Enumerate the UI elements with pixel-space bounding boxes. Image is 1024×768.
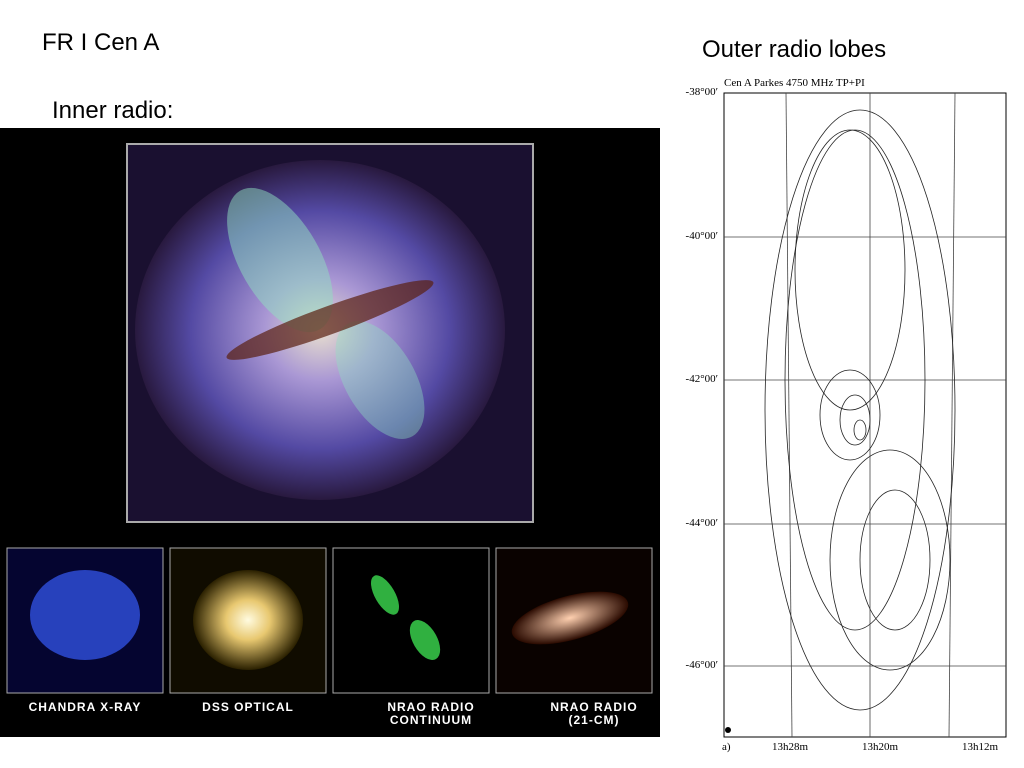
- slide-title: FR I Cen A: [42, 29, 159, 56]
- inner-radio-image: [0, 128, 660, 737]
- outer-radio-map: [723, 92, 1007, 738]
- outer-label: Outer radio lobes: [702, 36, 886, 63]
- panel-caption: DSS Optical: [202, 700, 294, 714]
- ra-label: 13h20m: [862, 741, 899, 753]
- panel-caption: Chandra X-ray: [29, 700, 142, 714]
- dec-label: -42°00′: [686, 373, 718, 385]
- panel-caption: NRAO Radio: [387, 700, 474, 714]
- dec-label: -46°00′: [686, 659, 718, 671]
- dec-label: -38°00′: [686, 86, 718, 98]
- dec-label: -40°00′: [686, 230, 718, 242]
- ra-label: 13h28m: [772, 741, 809, 753]
- dec-label: -44°00′: [686, 517, 718, 529]
- panel-caption: Continuum: [390, 713, 472, 727]
- inner-label: Inner radio:: [52, 97, 173, 124]
- panel-caption: NRAO Radio: [550, 700, 637, 714]
- map-title: Cen A Parkes 4750 MHz TP+PI: [724, 77, 865, 89]
- panel-caption: (21-cm): [569, 713, 620, 727]
- panel-letter: a): [722, 741, 731, 753]
- ra-label: 13h12m: [962, 741, 999, 753]
